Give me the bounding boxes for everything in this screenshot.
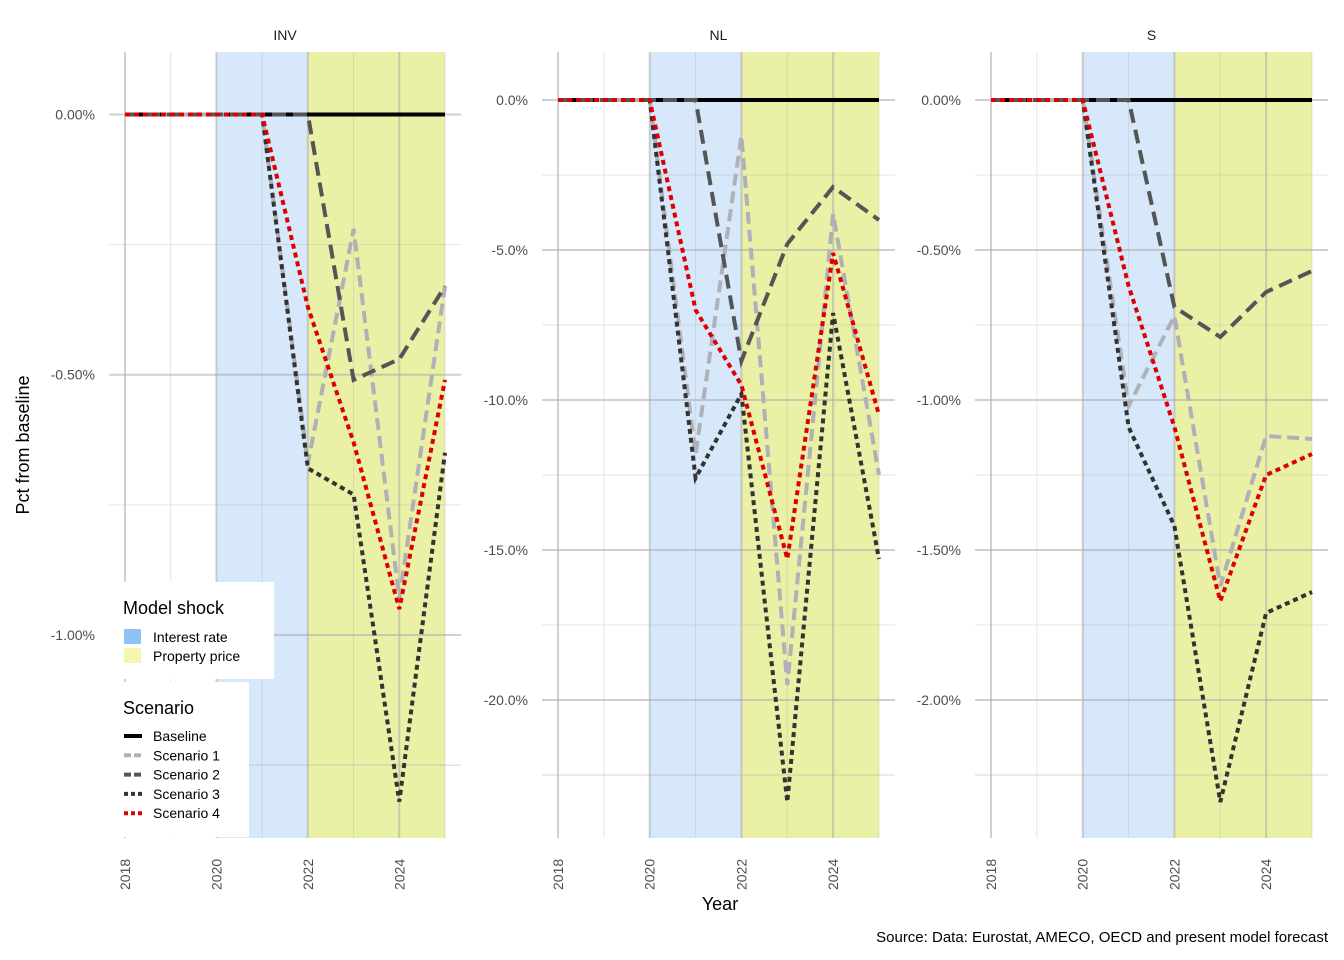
x-tick-label: 2018 <box>117 859 133 890</box>
y-tick-label: -0.50% <box>51 367 95 383</box>
panel-title: INV <box>273 27 297 43</box>
panels-layer: INV 0.00% -0.50% -1.00% 2018 2020 2022 2024 NL 0.… <box>51 27 1328 890</box>
panel-title: NL <box>710 27 728 43</box>
panel-nl: NL 0.0% -5.0% -10.0% -15.0% -20.0% 2018 2020 202… <box>484 27 895 890</box>
series-scenario-2 <box>125 112 447 383</box>
legend-shock-title: Model shock <box>123 598 225 618</box>
series-scenario-3 <box>125 112 447 802</box>
y-axis-title: Pct from baseline <box>13 375 33 514</box>
series-scenario-2 <box>991 98 1313 340</box>
panel-inv: INV 0.00% -0.50% -1.00% 2018 2020 2022 2024 <box>51 27 461 890</box>
y-tick-label: -1.00% <box>917 392 961 408</box>
legend-shock-label: Interest rate <box>153 629 228 645</box>
x-tick-label: 2020 <box>208 859 224 890</box>
x-tick-label: 2020 <box>1075 859 1091 890</box>
x-tick-label: 2018 <box>983 859 999 890</box>
series-scenario-1 <box>125 112 447 599</box>
legend-scenario-label: Baseline <box>153 728 207 744</box>
legend-scenario-label: Scenario 4 <box>153 805 220 821</box>
x-tick-label: 2024 <box>1258 859 1274 890</box>
series-scenario-4 <box>558 98 881 560</box>
legend-scenario-label: Scenario 1 <box>153 747 220 763</box>
x-tick-label: 2022 <box>300 859 316 890</box>
x-tick-label: 2022 <box>733 859 749 890</box>
source-caption: Source: Data: Eurostat, AMECO, OECD and … <box>876 929 1329 946</box>
series-scenario-3 <box>991 98 1313 803</box>
y-tick-label: 0.00% <box>55 106 95 122</box>
y-tick-label: -1.50% <box>917 542 961 558</box>
y-tick-label: 0.0% <box>496 92 528 108</box>
band-property-price <box>307 52 445 838</box>
x-tick-label: 2024 <box>825 859 841 890</box>
y-tick-label: -0.50% <box>917 242 961 258</box>
y-tick-label: -1.00% <box>51 627 95 643</box>
legend-swatch-interest-rate <box>124 629 141 644</box>
y-tick-label: -15.0% <box>484 542 528 558</box>
series-scenario-4 <box>125 112 447 610</box>
y-tick-label: -5.0% <box>491 242 528 258</box>
panel-s: S 0.00% -0.50% -1.00% -1.50% -2.00% 2018 2020 20… <box>917 27 1328 890</box>
x-tick-label: 2020 <box>642 859 658 890</box>
legend-scenario-label: Scenario 2 <box>153 767 220 783</box>
series-scenario-2 <box>558 98 881 369</box>
x-axis-title: Year <box>702 894 738 914</box>
x-tick-label: 2022 <box>1166 859 1182 890</box>
legend-scenario-title: Scenario <box>123 698 194 718</box>
legend-swatch-property-price <box>124 648 141 663</box>
x-tick-label: 2018 <box>550 859 566 890</box>
series-scenario-4 <box>991 98 1313 608</box>
y-tick-label: -2.00% <box>917 692 961 708</box>
y-tick-label: -10.0% <box>484 392 528 408</box>
series-scenario-3 <box>558 98 881 803</box>
band-interest-rate <box>1082 52 1175 838</box>
y-tick-label: -20.0% <box>484 692 528 708</box>
legend-shock-label: Property price <box>153 648 240 664</box>
legend-scenario-box <box>109 682 249 837</box>
legend: Model shock Interest rate Property price Sc… <box>109 582 274 837</box>
y-tick-label: 0.00% <box>921 92 961 108</box>
panel-title: S <box>1147 27 1156 43</box>
x-tick-label: 2024 <box>391 859 407 890</box>
legend-scenario-label: Scenario 3 <box>153 786 220 802</box>
series-scenario-1 <box>558 98 881 686</box>
